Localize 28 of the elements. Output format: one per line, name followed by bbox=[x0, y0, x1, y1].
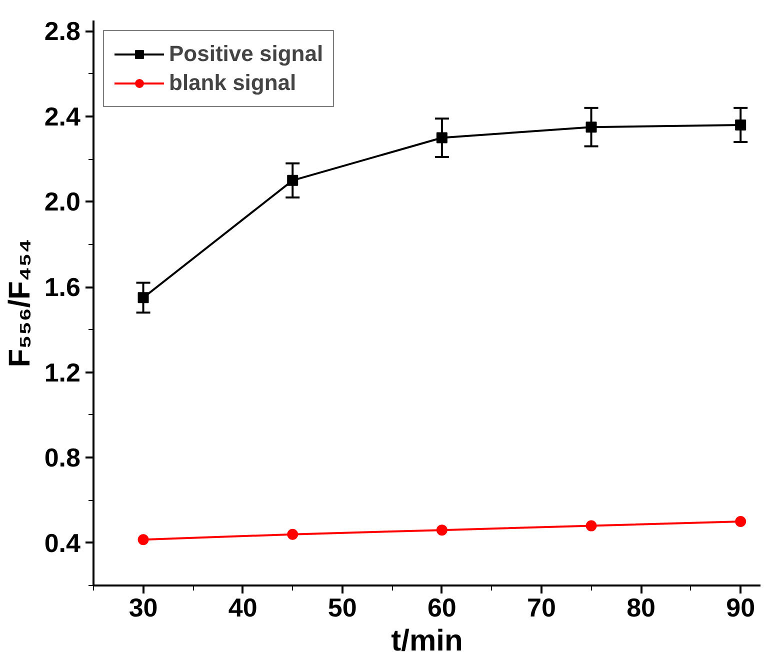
point bbox=[436, 132, 448, 144]
x-tick-label: 40 bbox=[228, 592, 258, 622]
point bbox=[586, 122, 597, 133]
y-tick-label: 2.0 bbox=[44, 186, 81, 217]
point bbox=[735, 516, 746, 528]
y-tick-label: 0.8 bbox=[44, 442, 81, 473]
y-tick-label: 1.2 bbox=[44, 357, 81, 388]
x-tick-label: 60 bbox=[427, 592, 456, 622]
y-tick-label: 2.8 bbox=[44, 16, 81, 46]
point bbox=[735, 119, 746, 130]
legend-label: blank signal bbox=[169, 70, 296, 96]
point bbox=[436, 524, 448, 536]
point bbox=[138, 292, 149, 304]
y-tick-label: 0.4 bbox=[44, 528, 82, 558]
x-tick-label: 50 bbox=[328, 592, 357, 622]
point bbox=[287, 528, 298, 540]
y-tick-label: 2.4 bbox=[44, 101, 82, 132]
x-axis-title: t/min bbox=[391, 624, 463, 658]
x-tick-label: 30 bbox=[128, 592, 158, 622]
point bbox=[287, 174, 298, 186]
point bbox=[586, 520, 597, 532]
x-tick-label: 80 bbox=[626, 592, 656, 622]
y-axis-title: F₅₅₆/F₄₅₄ bbox=[3, 238, 36, 368]
y-tick-label: 1.6 bbox=[44, 272, 81, 302]
point bbox=[138, 534, 149, 546]
legend-label: Positive signal bbox=[169, 41, 324, 67]
x-tick-label: 70 bbox=[527, 592, 556, 622]
x-tick-label: 90 bbox=[726, 592, 756, 622]
